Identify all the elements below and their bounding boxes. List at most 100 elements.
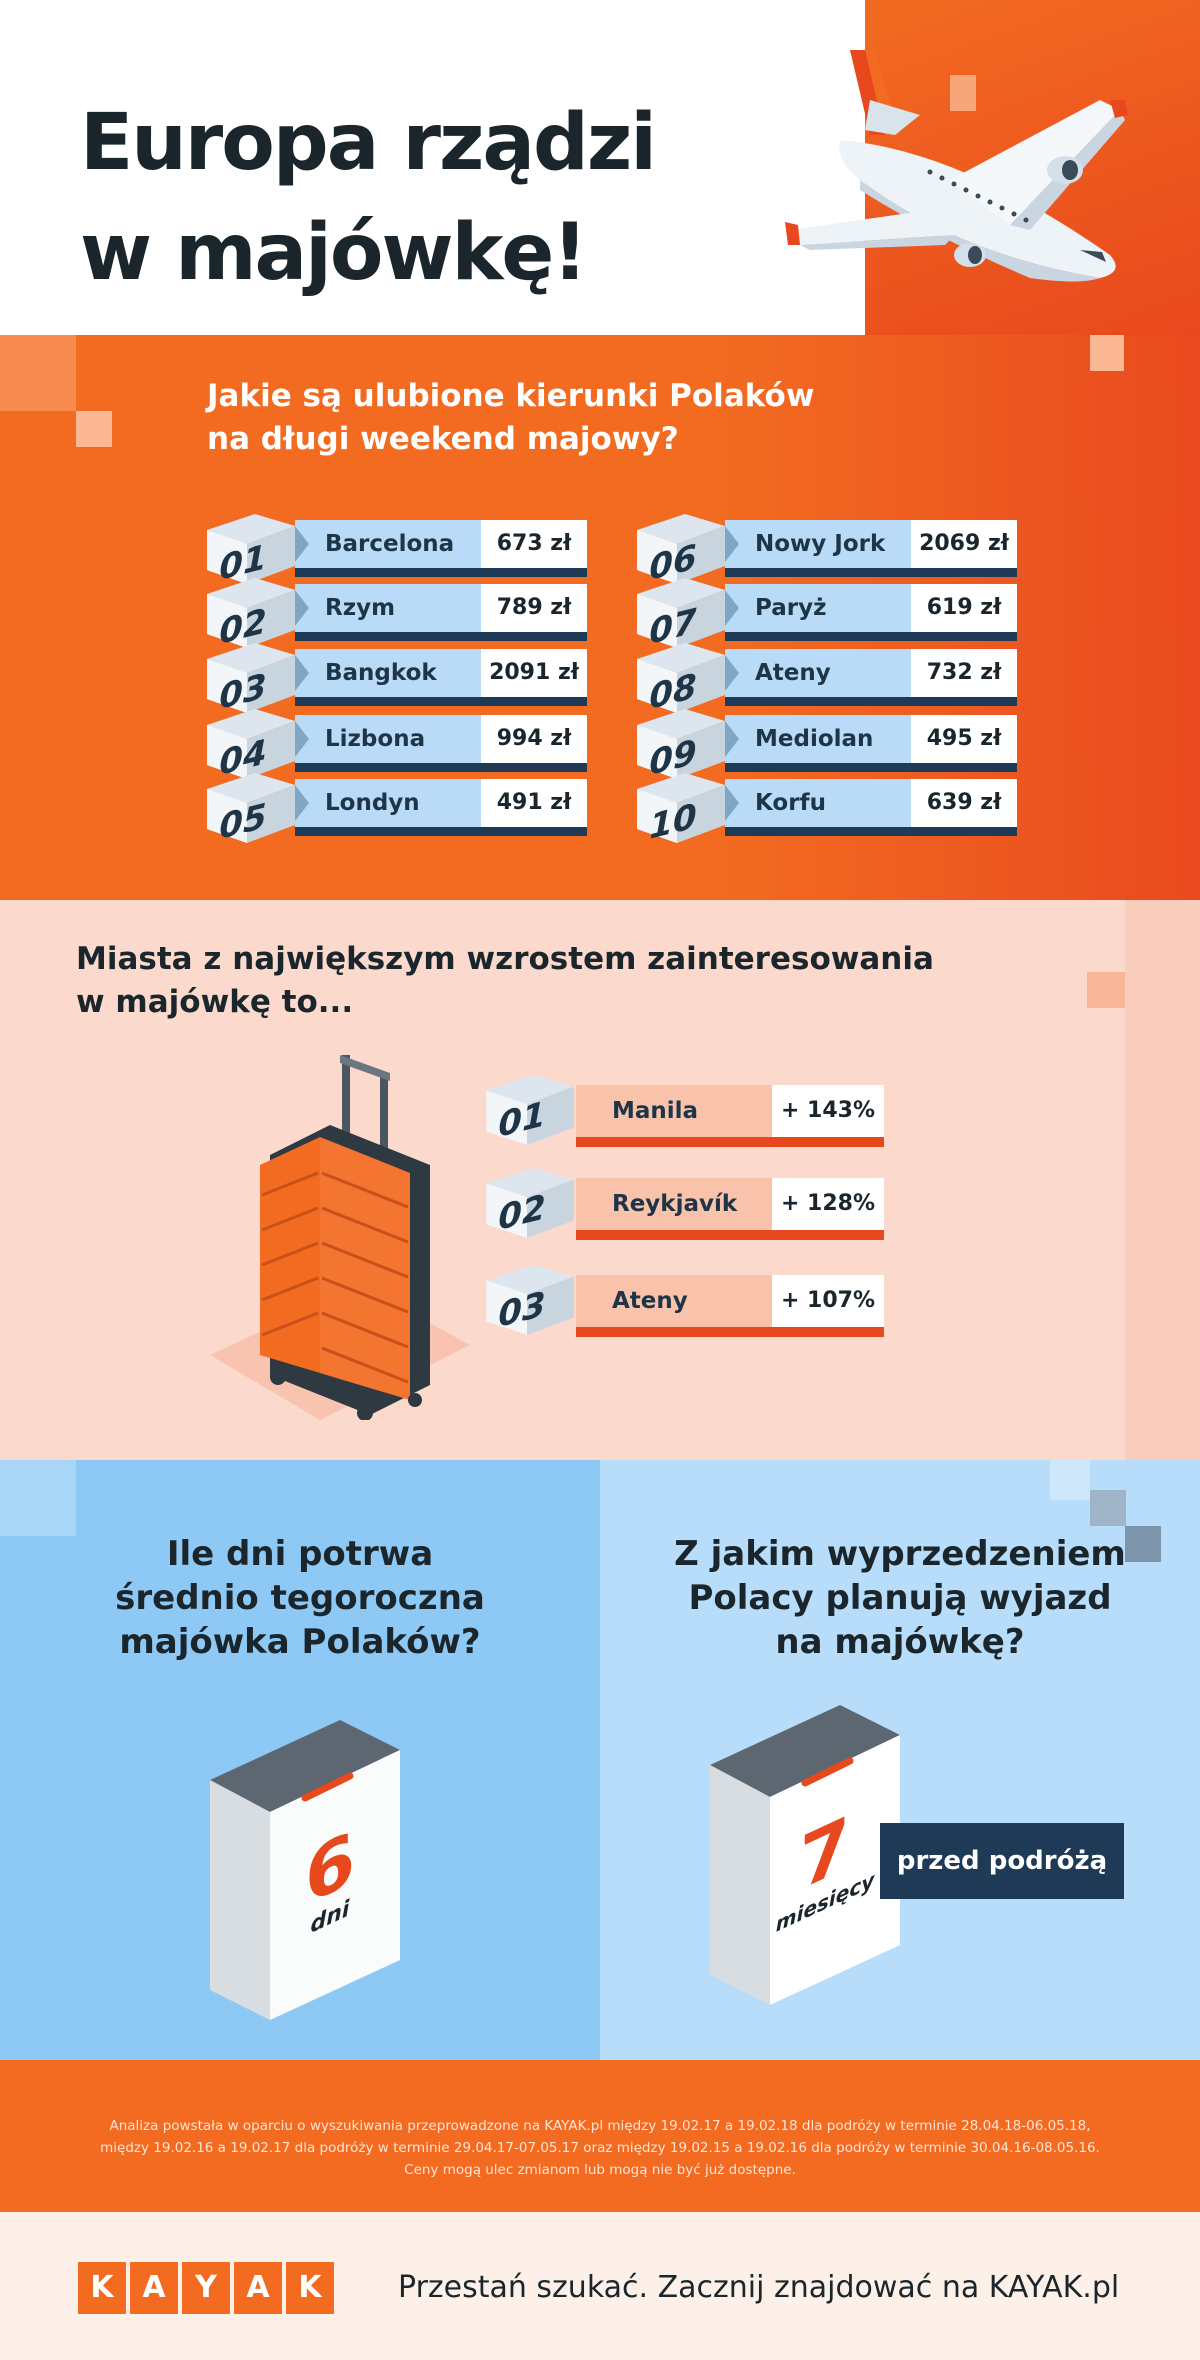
destination-city: Mediolan (725, 715, 911, 763)
growth-city: Manila (576, 1085, 772, 1137)
duration-section: Ile dni potrwa średnio tegoroczna majówk… (0, 1460, 600, 2060)
destination-row: 02 Rzym 789 zł (207, 578, 587, 653)
deco-square (0, 1460, 76, 1536)
rank-cube-icon (486, 1265, 574, 1335)
destinations-question: Jakie są ulubione kierunki Polaków na dł… (207, 375, 814, 461)
row-underline (725, 632, 1017, 641)
destination-city: Londyn (295, 779, 481, 827)
footnote-line-2: między 19.02.16 a 19.02.17 dla podróży w… (100, 2140, 1100, 2156)
destination-price: 619 zł (911, 584, 1017, 632)
row-underline (725, 763, 1017, 772)
rank-cube-icon (637, 514, 725, 584)
duration-question: Ile dni potrwa średnio tegoroczna majówk… (60, 1532, 540, 1664)
destination-city: Ateny (725, 649, 911, 697)
growth-section-edge (1087, 900, 1200, 1460)
question-line-2: na długi weekend majowy? (207, 421, 679, 457)
row-arrow-icon (295, 785, 309, 821)
deco-square (1050, 1460, 1090, 1500)
destinations-section: Jakie są ulubione kierunki Polaków na dł… (0, 335, 1200, 900)
row-underline (295, 763, 587, 772)
rank-cube-icon (637, 578, 725, 648)
row-underline (725, 568, 1017, 577)
rank-number: 05 (219, 796, 267, 848)
row-underline (576, 1137, 884, 1147)
rank-cube-icon (207, 709, 295, 779)
destination-row: 10 Korfu 639 zł (637, 773, 1017, 848)
destination-price: 732 zł (911, 649, 1017, 697)
destination-row: 07 Paryż 619 zł (637, 578, 1017, 653)
row-arrow-icon (295, 721, 309, 757)
row-arrow-icon (295, 655, 309, 691)
question-line-1: Jakie są ulubione kierunki Polaków (207, 378, 815, 414)
question-line-2: Polacy planują wyjazd (688, 1578, 1112, 1618)
row-arrow-icon (725, 721, 739, 757)
rank-number: 10 (649, 796, 697, 848)
question-line-1: Z jakim wyprzedzeniem (674, 1534, 1126, 1574)
destination-city: Paryż (725, 584, 911, 632)
growth-value: + 143% (772, 1085, 884, 1137)
row-underline (295, 632, 587, 641)
destination-city: Barcelona (295, 520, 481, 568)
footnote-section: Analiza powstała w oparciu o wyszukiwani… (0, 2060, 1200, 2212)
destination-price: 2069 zł (911, 520, 1017, 568)
deco-square (1125, 1526, 1161, 1562)
destination-row: 06 Nowy Jork 2069 zł (637, 514, 1017, 589)
advance-question: Z jakim wyprzedzeniem Polacy planują wyj… (640, 1532, 1160, 1664)
row-underline (295, 697, 587, 706)
destination-row: 08 Ateny 732 zł (637, 643, 1017, 718)
growth-value: + 107% (772, 1275, 884, 1327)
row-underline (725, 697, 1017, 706)
rank-cube-icon (637, 773, 725, 843)
question-line-1: Ile dni potrwa (166, 1534, 434, 1574)
destination-city: Korfu (725, 779, 911, 827)
destination-city: Bangkok (295, 649, 481, 697)
row-arrow-icon (725, 526, 739, 562)
logo-letter: K (286, 2262, 334, 2314)
rank-cube-icon (637, 643, 725, 713)
row-arrow-icon (725, 655, 739, 691)
question-line-1: Miasta z największym wzrostem zaintereso… (76, 941, 934, 977)
destination-price: 639 zł (911, 779, 1017, 827)
advance-suffix-badge: przed podróżą (880, 1823, 1124, 1899)
destination-city: Rzym (295, 584, 481, 632)
rank-number: 02 (498, 1187, 546, 1239)
kayak-logo[interactable]: K A Y A K (78, 2262, 334, 2314)
growth-question: Miasta z największym wzrostem zaintereso… (76, 938, 934, 1024)
row-arrow-icon (725, 785, 739, 821)
destination-price: 2091 zł (481, 649, 587, 697)
rank-cube-icon (207, 514, 295, 584)
rank-cube-icon (207, 578, 295, 648)
deco-square (1090, 335, 1124, 371)
rank-number: 03 (498, 1284, 546, 1336)
destination-city: Nowy Jork (725, 520, 911, 568)
destination-price: 789 zł (481, 584, 587, 632)
title-line-2: w majówkę! (80, 208, 588, 298)
question-line-2: w majówkę to... (76, 984, 354, 1020)
footnote-text: Analiza powstała w oparciu o wyszukiwani… (60, 2115, 1140, 2181)
growth-city: Ateny (576, 1275, 772, 1327)
title-line-1: Europa rządzi (80, 98, 657, 188)
brand-bar: K A Y A K Przestań szukać. Zacznij znajd… (0, 2212, 1200, 2360)
airplane-icon (785, 50, 1128, 282)
deco-square (950, 75, 976, 111)
row-arrow-icon (295, 526, 309, 562)
destination-row: 03 Bangkok 2091 zł (207, 643, 587, 718)
destination-city: Lizbona (295, 715, 481, 763)
calendar-icon (710, 1705, 900, 2005)
logo-letter: Y (182, 2262, 230, 2314)
destination-row: 09 Mediolan 495 zł (637, 709, 1017, 784)
header-section: Europa rządzi w majówkę! (0, 0, 1200, 335)
suitcase-icon (210, 1055, 470, 1420)
row-arrow-icon (295, 590, 309, 626)
logo-letter: A (234, 2262, 282, 2314)
growth-row: 01 Manila + 143% (486, 1075, 886, 1155)
destination-price: 491 zł (481, 779, 587, 827)
rank-cube-icon (207, 643, 295, 713)
question-line-3: majówka Polaków? (119, 1622, 481, 1662)
calendar-icon (210, 1720, 400, 2020)
growth-value: + 128% (772, 1178, 884, 1230)
logo-letter: K (78, 2262, 126, 2314)
rank-cube-icon (486, 1168, 574, 1238)
growth-row: 02 Reykjavík + 128% (486, 1168, 886, 1248)
row-underline (295, 568, 587, 577)
